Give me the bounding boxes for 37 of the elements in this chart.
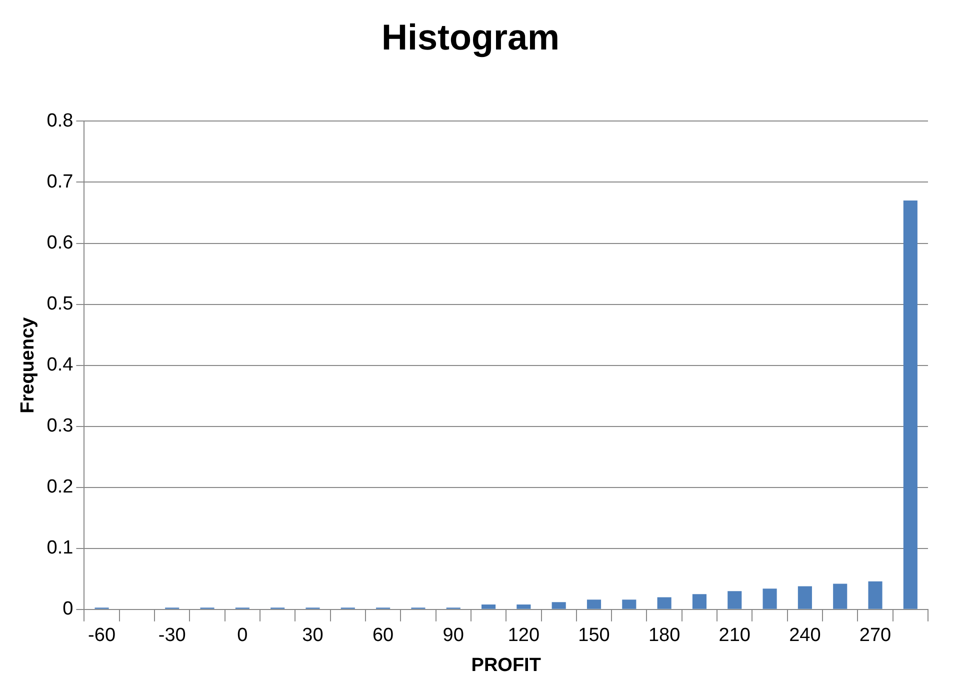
x-tick-label: 0 — [237, 625, 248, 646]
y-tick-label: 0.5 — [46, 294, 74, 315]
chart-title: Histogram — [381, 16, 560, 58]
bar — [657, 597, 672, 609]
y-tick-label: 0.3 — [46, 416, 74, 437]
bar — [481, 604, 496, 609]
bar — [728, 591, 742, 609]
y-tick-label: 0.2 — [46, 476, 74, 498]
bar — [903, 200, 918, 609]
y-tick-label: 0.4 — [46, 354, 74, 376]
x-tick-label: 240 — [789, 625, 821, 646]
bar — [622, 600, 636, 609]
bar — [868, 581, 882, 609]
bar — [516, 604, 531, 609]
x-tick-label: -60 — [88, 625, 116, 646]
x-axis-title: PROFIT — [471, 654, 542, 676]
x-tick-label: 210 — [718, 625, 750, 646]
x-tick-label: 120 — [508, 625, 540, 646]
x-tick-label: -30 — [158, 625, 186, 646]
x-tick-label: 90 — [442, 625, 464, 646]
bar — [552, 602, 566, 609]
x-tick-label: 30 — [302, 625, 324, 646]
bar — [692, 594, 707, 609]
x-tick-label: 60 — [372, 625, 394, 646]
y-tick-label: 0.1 — [46, 538, 74, 559]
bar — [586, 600, 602, 609]
y-tick-label: 0.7 — [46, 171, 74, 192]
y-tick-label: 0.8 — [46, 110, 74, 132]
y-tick-label: 0.6 — [46, 232, 74, 254]
bar — [762, 588, 777, 609]
bar — [798, 586, 812, 609]
x-tick-label: 270 — [859, 625, 892, 646]
x-tick-label: 150 — [578, 625, 610, 646]
y-tick-label: 0 — [62, 598, 74, 620]
x-tick-label: 180 — [648, 625, 680, 646]
y-axis-title: Frequency — [18, 316, 39, 414]
bar — [833, 584, 848, 609]
